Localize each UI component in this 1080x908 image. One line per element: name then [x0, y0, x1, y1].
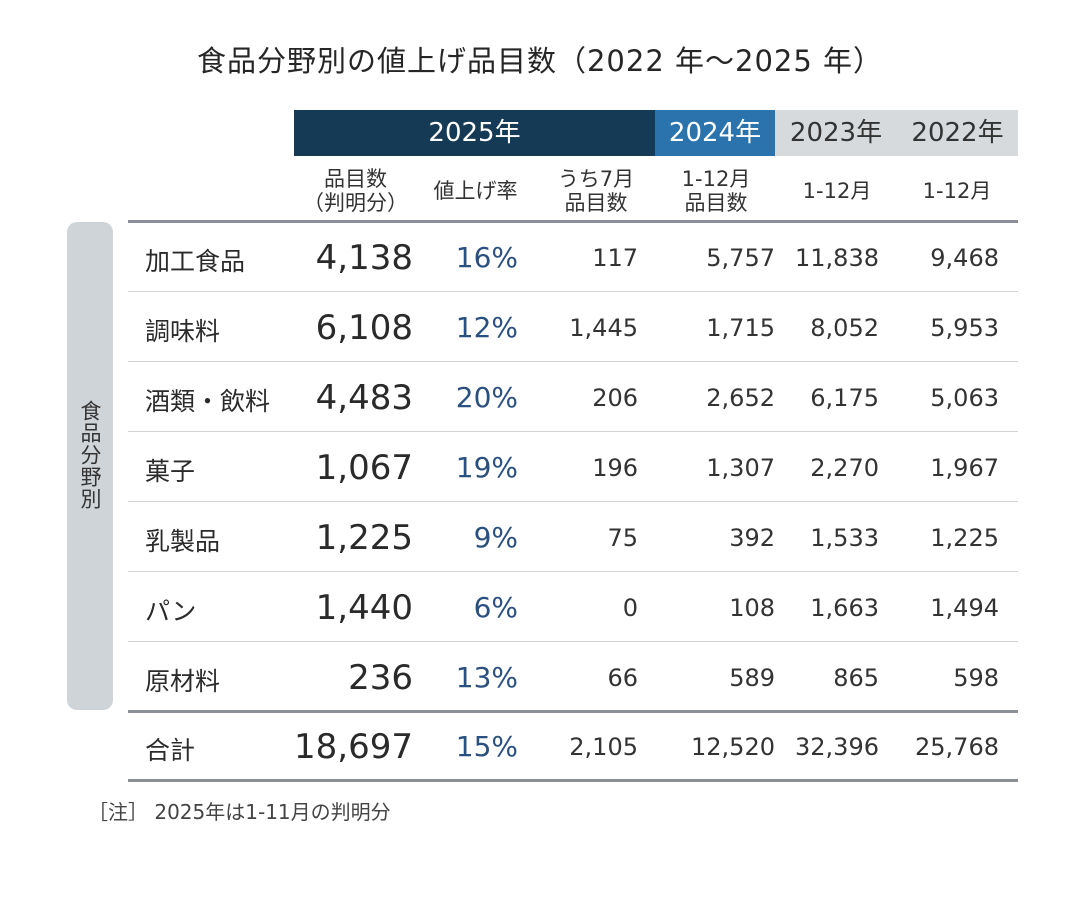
- col-header-july: うち7月 品目数: [540, 167, 652, 215]
- table-cell-3: 108: [729, 594, 775, 622]
- table-cell-2: 206: [592, 384, 638, 412]
- total-cell-1: 15%: [455, 730, 518, 763]
- row-label: 菓子: [145, 457, 196, 486]
- table-cell-5: 1,494: [930, 594, 999, 622]
- table-cell-5: 9,468: [930, 244, 999, 272]
- table-cell-0: 6,108: [315, 308, 413, 348]
- table-cell-2: 66: [607, 664, 638, 692]
- col-header-count-l1: 品目数: [324, 167, 387, 191]
- table-cell-4: 2,270: [810, 454, 879, 482]
- col-header-2023: 1-12月: [802, 179, 872, 203]
- table-cell-0: 1,067: [315, 448, 413, 488]
- table-cell-4: 6,175: [810, 384, 879, 412]
- col-header-2024-l1: 1-12月: [681, 167, 751, 191]
- table-cell-4: 1,533: [810, 524, 879, 552]
- table-cell-2: 117: [592, 244, 638, 272]
- table-cell-1: 13%: [455, 661, 518, 694]
- header-bar-2024: [655, 110, 775, 156]
- col-header-count-l2: （判明分）: [303, 191, 408, 215]
- row-label: 原材料: [145, 667, 221, 696]
- table-cell-3: 2,652: [706, 384, 775, 412]
- row-label: パン: [145, 597, 197, 626]
- chart-title: 食品分野別の値上げ品目数（2022 年～2025 年）: [196, 44, 884, 78]
- row-divider: [128, 361, 1018, 362]
- table-cell-4: 11,838: [795, 244, 879, 272]
- table-cell-5: 598: [953, 664, 999, 692]
- col-header-rate: 値上げ率: [433, 179, 518, 203]
- total-cell-2: 2,105: [569, 733, 638, 761]
- table-cell-4: 1,663: [810, 594, 879, 622]
- total-cell-4: 32,396: [795, 733, 879, 761]
- table-cell-1: 9%: [473, 521, 518, 554]
- table-cell-1: 16%: [455, 241, 518, 274]
- total-label: 合計: [145, 736, 196, 765]
- row-divider: [128, 291, 1018, 292]
- side-category-label: 食品分野別: [78, 400, 102, 510]
- row-divider: [128, 641, 1018, 642]
- footnote: ［注］ 2025年は1-11月の判明分: [88, 800, 391, 824]
- col-header-2024: 1-12月 品目数: [660, 167, 772, 215]
- table-cell-1: 19%: [455, 451, 518, 484]
- table-cell-2: 196: [592, 454, 638, 482]
- table-cell-2: 0: [622, 594, 638, 622]
- table-cell-4: 865: [833, 664, 879, 692]
- table-cell-5: 5,063: [930, 384, 999, 412]
- table-cell-0: 4,483: [315, 378, 413, 418]
- table-cell-3: 1,307: [706, 454, 775, 482]
- table-cell-2: 1,445: [569, 314, 638, 342]
- total-cell-5: 25,768: [915, 733, 999, 761]
- table-cell-5: 5,953: [930, 314, 999, 342]
- bottom-rule: [128, 779, 1018, 782]
- side-category-bar: [67, 222, 113, 710]
- header-2023: 2023年: [789, 118, 883, 148]
- table-cell-5: 1,967: [930, 454, 999, 482]
- row-label: 乳製品: [145, 527, 221, 556]
- table-cell-1: 20%: [455, 381, 518, 414]
- header-2022: 2022年: [911, 118, 1004, 148]
- total-cell-3: 12,520: [691, 733, 775, 761]
- table-cell-0: 236: [348, 658, 413, 698]
- col-header-2022: 1-12月: [922, 179, 992, 203]
- table-cell-5: 1,225: [930, 524, 999, 552]
- row-label: 調味料: [145, 317, 221, 346]
- table-cell-3: 5,757: [706, 244, 775, 272]
- table-cell-1: 6%: [473, 591, 518, 624]
- header-2025: 2025年: [428, 118, 521, 148]
- row-label: 酒類・飲料: [145, 387, 271, 416]
- header-rule: [128, 220, 1018, 223]
- header-2024: 2024年: [668, 118, 762, 148]
- total-cell-0: 18,697: [294, 727, 413, 767]
- row-divider: [128, 571, 1018, 572]
- table-cell-0: 1,225: [315, 518, 413, 558]
- table-cell-3: 1,715: [706, 314, 775, 342]
- table-cell-0: 1,440: [315, 588, 413, 628]
- col-header-count: 品目数 （判明分）: [298, 167, 413, 215]
- table-cell-0: 4,138: [315, 238, 413, 278]
- header-bar-2023-2022: [775, 110, 1018, 156]
- row-label: 加工食品: [145, 247, 246, 276]
- table-cell-1: 12%: [455, 311, 518, 344]
- col-header-july-l2: 品目数: [564, 191, 628, 215]
- table-cell-3: 589: [729, 664, 775, 692]
- col-header-2024-l2: 品目数: [684, 191, 748, 215]
- row-divider: [128, 431, 1018, 432]
- table-cell-2: 75: [607, 524, 638, 552]
- total-rule: [128, 710, 1018, 713]
- table-cell-3: 392: [729, 524, 775, 552]
- col-header-july-l1: うち7月: [557, 167, 635, 191]
- table-cell-4: 8,052: [810, 314, 879, 342]
- header-bar-2025: [294, 110, 655, 156]
- row-divider: [128, 501, 1018, 502]
